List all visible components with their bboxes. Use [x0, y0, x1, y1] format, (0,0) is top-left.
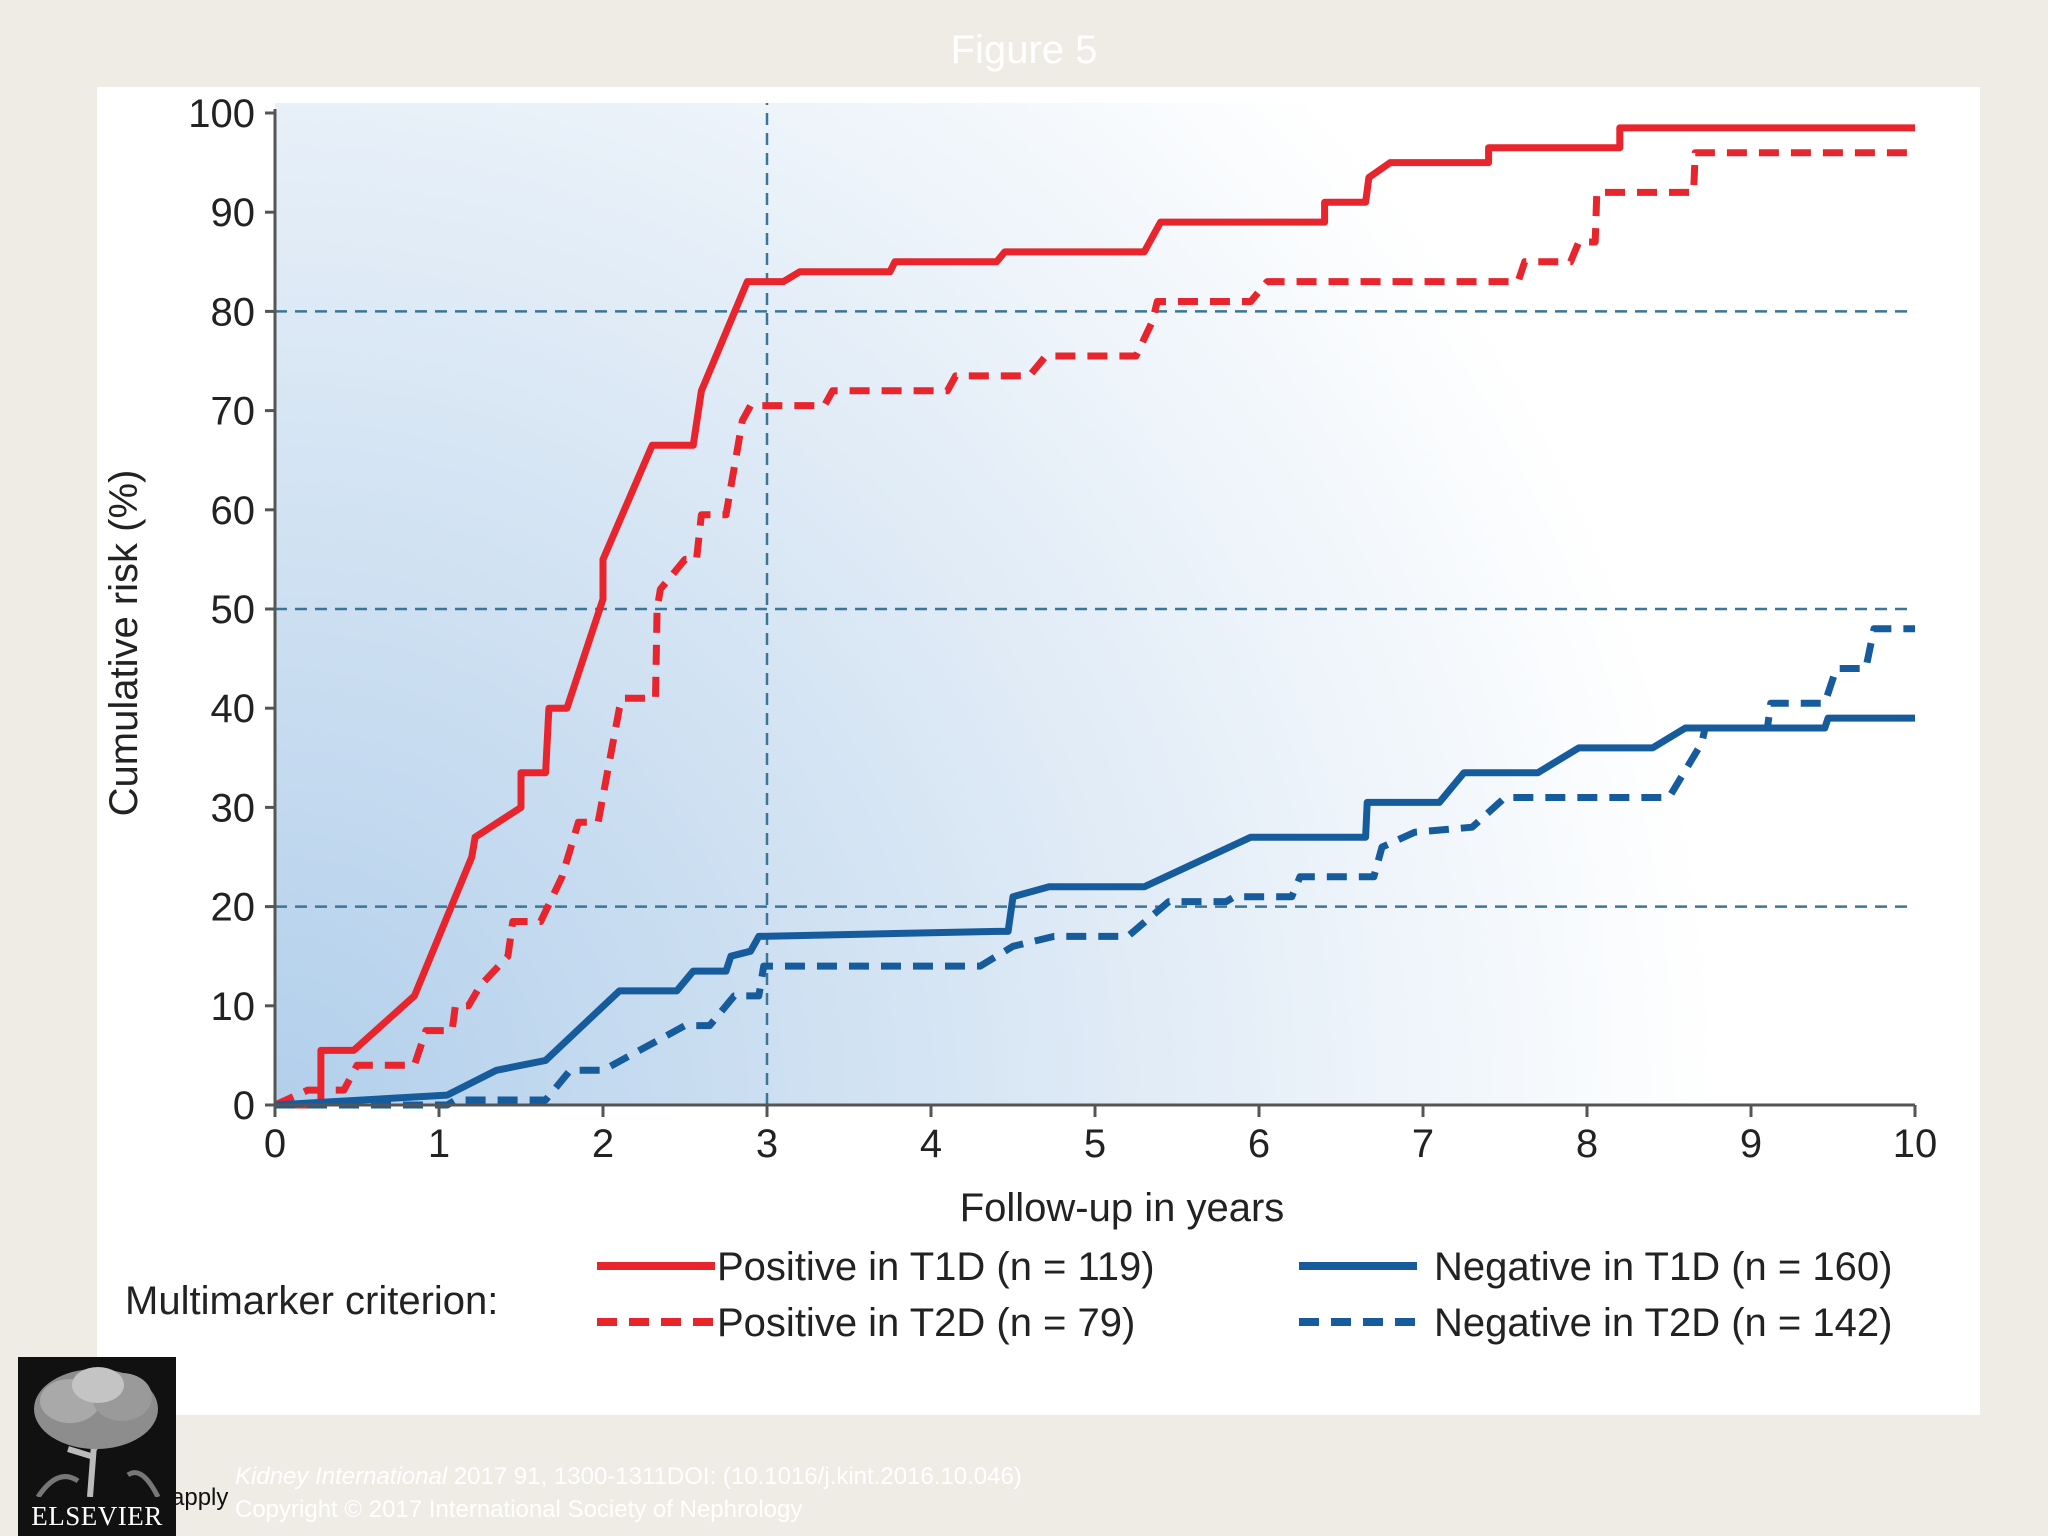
publisher-name: ELSEVIER: [31, 1501, 163, 1531]
plot-background: [275, 103, 1915, 1105]
x-tick-label: 3: [756, 1122, 778, 1166]
series-line-3: [274, 714, 1915, 1109]
citation-journal: Kidney International: [235, 1463, 448, 1490]
y-tick-label: 60: [211, 489, 256, 533]
y-tick-label: 70: [211, 390, 256, 434]
y-axis-label: Cumulative risk (%): [102, 470, 146, 817]
x-tick-label: 2: [592, 1122, 614, 1166]
y-tick-label: 0: [233, 1084, 255, 1128]
y-tick-label: 20: [211, 886, 256, 930]
figure-panel: 0 10 20 30 40 50 60 70 80 90 100 0 1 2 3 4 5 6 7 8 9 10 Follo…: [97, 87, 1980, 1415]
x-tick-label: 1: [428, 1122, 450, 1166]
series-line-2: [273, 149, 1915, 1109]
x-tick-label: 9: [1740, 1122, 1762, 1166]
citation-details: 2017 91, 1300-1311DOI: (10.1016/j.kint.2…: [447, 1463, 1022, 1490]
slide-title: Figure 5: [950, 28, 1098, 72]
y-tick-label: 50: [211, 588, 256, 632]
x-tick-label: 4: [920, 1122, 942, 1166]
legend-label-3: Negative in T1D (n = 160): [1434, 1245, 1892, 1289]
copyright: Copyright © 2017 International Society o…: [235, 1496, 803, 1523]
y-tick-label: 10: [211, 985, 256, 1029]
y-tick-label: 100: [188, 92, 255, 136]
cumulative-risk-chart: 0 10 20 30 40 50 60 70 80 90 100 0 1 2 3 4 5 6 7 8 9 10 Follo…: [102, 92, 1938, 1345]
y-tick-label: 90: [211, 191, 256, 235]
tree-logo-icon: [18, 1357, 176, 1499]
y-tick-label: 30: [211, 786, 256, 830]
x-tick-label: 8: [1576, 1122, 1598, 1166]
series-line-1: [275, 124, 1915, 1109]
y-tick-label: 80: [211, 290, 256, 334]
x-tick-label: 6: [1248, 1122, 1270, 1166]
x-tick-label: 10: [1893, 1122, 1938, 1166]
elsevier-logo: ELSEVIER: [18, 1357, 176, 1536]
x-tick-label: 7: [1412, 1122, 1434, 1166]
legend-title: Multimarker criterion:: [125, 1279, 498, 1323]
legend-label-4: Negative in T2D (n = 142): [1434, 1301, 1892, 1345]
y-tick-label: 40: [211, 687, 256, 731]
legend-label-1: Positive in T1D (n = 119): [717, 1245, 1155, 1289]
legend: Positive in T1D (n = 119) Positive in T2D…: [597, 1245, 1892, 1345]
legend-label-2: Positive in T2D (n = 79): [717, 1301, 1135, 1345]
x-tick-label: 0: [264, 1122, 286, 1166]
x-tick-label: 5: [1084, 1122, 1106, 1166]
citation: Kidney International 2017 91, 1300-1311D…: [235, 1463, 1022, 1491]
x-axis-label: Follow-up in years: [960, 1186, 1285, 1230]
series-line-4: [275, 625, 1915, 1109]
terms-fragment: apply: [171, 1484, 229, 1511]
